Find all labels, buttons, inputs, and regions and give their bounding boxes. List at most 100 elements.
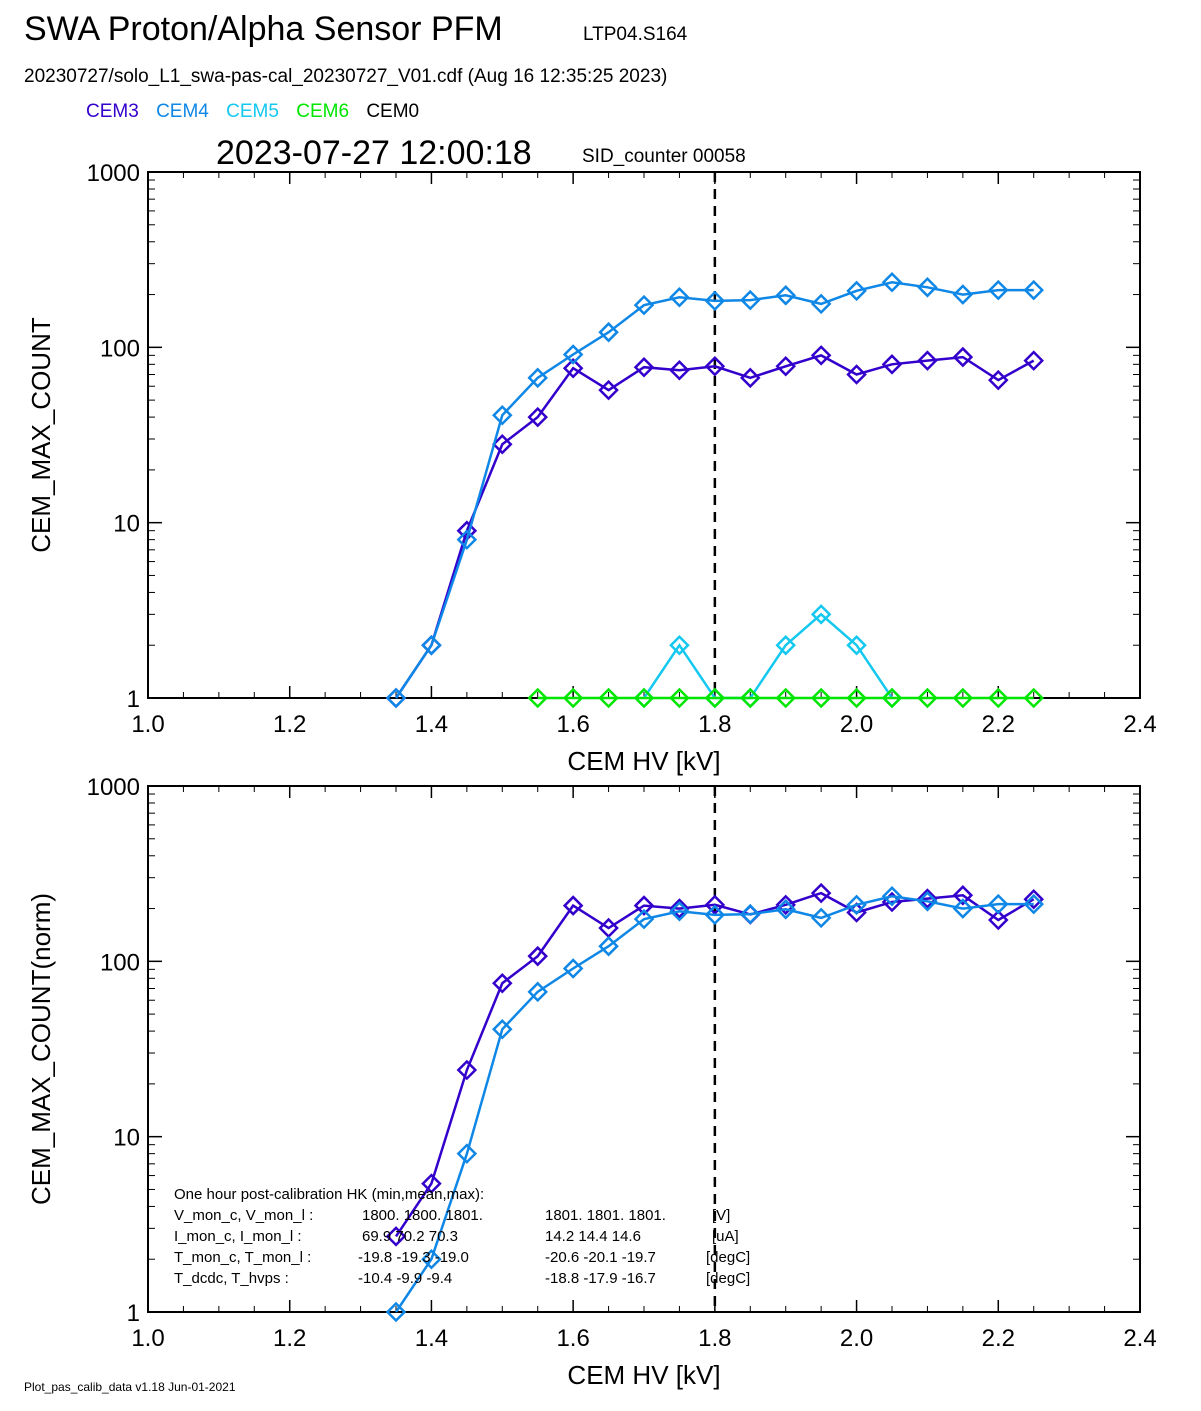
data-point-cem3 — [456, 1059, 478, 1081]
data-point-cem3 — [988, 369, 1009, 391]
data-point-cem4 — [421, 634, 442, 656]
x-tick-label: 1.8 — [698, 711, 731, 738]
data-point-cem4 — [988, 893, 1009, 915]
data-point-cem3 — [704, 894, 726, 916]
hk-row-unit: [degC] — [706, 1270, 750, 1287]
data-point-cem3 — [917, 888, 938, 909]
data-point-cem3 — [633, 356, 655, 378]
y-tick-label: 1000 — [87, 774, 140, 801]
x-tick-label: 1.6 — [556, 1325, 589, 1352]
data-point-cem4 — [810, 293, 832, 315]
legend-item-cem4: CEM4 — [156, 101, 209, 122]
data-point-cem4 — [704, 290, 726, 312]
y-tick-label: 1 — [127, 1300, 140, 1327]
data-point-cem6 — [846, 687, 867, 709]
footer-version: Plot_pas_calib_data v1.18 Jun-01-2021 — [24, 1380, 236, 1394]
data-point-cem3 — [775, 894, 796, 916]
data-point-cem4 — [846, 894, 867, 916]
data-point-cem6 — [775, 687, 796, 709]
data-point-cem3 — [846, 364, 867, 385]
x-tick-label: 2.4 — [1123, 1325, 1156, 1352]
data-point-cem4 — [385, 687, 407, 709]
data-point-cem4 — [633, 908, 655, 930]
y-tick-label: 1000 — [87, 160, 140, 187]
file-line: 20230727/solo_L1_swa-pas-cal_20230727_V0… — [24, 66, 668, 87]
data-point-cem3 — [988, 909, 1009, 931]
data-point-cem6 — [988, 687, 1009, 709]
data-point-cem3 — [527, 945, 548, 967]
hk-row-c: 1800. 1800. 1801. — [362, 1207, 483, 1224]
data-point-cem4 — [598, 321, 619, 343]
data-point-cem3 — [527, 406, 548, 428]
data-point-cem3 — [917, 350, 938, 371]
data-point-cem3 — [385, 1226, 407, 1247]
chart-bottom: 1.0 1.2 1.4 1.6 1.8 2.0 2.2 2.4 1 10 100 1000 CEM HV… — [26, 774, 1157, 1390]
data-point-cem4 — [669, 286, 690, 308]
data-point-cem4 — [881, 886, 903, 907]
hk-row-c: -10.4 -9.9 -9.4 — [358, 1270, 452, 1287]
data-point-cem4 — [917, 277, 938, 298]
series-line-cem4 — [394, 895, 1034, 1313]
x-tick-label: 2.2 — [982, 1325, 1015, 1352]
hk-row: T_mon_c, T_mon_l : -19.8 -19.3 -19.0 -20… — [174, 1249, 750, 1266]
data-point-cem4 — [988, 279, 1009, 301]
data-point-cem4 — [810, 907, 832, 929]
data-point-cem3 — [846, 902, 867, 923]
hk-row-l: 1801. 1801. 1801. — [545, 1207, 666, 1224]
data-point-cem3 — [881, 354, 903, 375]
data-point-cem3 — [492, 972, 513, 994]
data-point-cem3 — [952, 885, 974, 906]
data-point-cem3 — [633, 895, 655, 916]
data-point-cem4 — [740, 903, 761, 925]
y-tick-label: 100 — [100, 335, 140, 362]
data-point-cem6 — [562, 687, 584, 709]
x-tick-label: 1.4 — [415, 1325, 448, 1352]
data-point-cem4 — [740, 289, 761, 311]
data-point-cem3 — [775, 355, 796, 377]
x-tick-label: 2.0 — [840, 1325, 873, 1352]
hk-row-unit: [V] — [712, 1207, 730, 1224]
data-point-cem3 — [810, 882, 832, 904]
y-tick-label: 10 — [113, 1125, 140, 1152]
data-point-cem4 — [952, 284, 974, 305]
hk-row-c: 69.9 70.2 70.3 — [362, 1228, 458, 1245]
data-point-cem6 — [527, 687, 548, 709]
x-axis-label: CEM HV [kV] — [567, 1360, 720, 1390]
data-point-cem4 — [562, 344, 584, 365]
data-point-cem6 — [669, 687, 690, 709]
data-point-cem6 — [917, 687, 938, 709]
hk-row: T_dcdc, T_hvps : -10.4 -9.9 -9.4 -18.8 -… — [174, 1270, 750, 1287]
x-axis-label: CEM HV [kV] — [567, 746, 720, 776]
data-point-cem6 — [633, 687, 655, 709]
hk-title: One hour post-calibration HK (min,mean,m… — [174, 1186, 484, 1203]
x-tick-label: 2.2 — [982, 711, 1015, 738]
x-tick-label: 2.4 — [1123, 711, 1156, 738]
hk-row-c: -19.8 -19.3 -19.0 — [358, 1249, 469, 1266]
y-tick-label: 100 — [100, 949, 140, 976]
data-point-cem4 — [492, 404, 513, 426]
page-title: SWA Proton/Alpha Sensor PFM — [24, 10, 503, 48]
data-point-cem3 — [669, 359, 690, 381]
data-point-cem4 — [527, 981, 548, 1003]
legend: CEM3 CEM4 CEM5 CEM6 CEM0 — [86, 101, 431, 123]
data-point-cem4 — [421, 1248, 442, 1270]
hk-row: I_mon_c, I_mon_l : 69.9 70.2 70.3 14.2 1… — [174, 1228, 739, 1245]
series-line-cem4 — [394, 281, 1034, 699]
data-point-cem5 — [810, 604, 832, 625]
hk-row: V_mon_c, V_mon_l : 1800. 1800. 1801. 180… — [174, 1207, 730, 1224]
run-tag: LTP04.S164 — [583, 24, 688, 45]
x-tick-label: 1.2 — [273, 711, 306, 738]
data-point-cem3 — [669, 898, 690, 919]
data-point-cem3 — [1023, 350, 1044, 371]
data-point-cem6 — [740, 687, 761, 709]
data-point-cem4 — [385, 1301, 407, 1323]
data-point-cem4 — [775, 285, 796, 306]
legend-item-cem5: CEM5 — [226, 101, 279, 122]
data-point-cem4 — [669, 900, 690, 922]
data-point-cem4 — [598, 935, 619, 957]
x-tick-label: 1.6 — [556, 711, 589, 738]
y-tick-label: 10 — [113, 511, 140, 538]
hk-row-label: T_mon_c, T_mon_l : — [174, 1249, 311, 1266]
legend-item-cem0: CEM0 — [366, 101, 420, 122]
